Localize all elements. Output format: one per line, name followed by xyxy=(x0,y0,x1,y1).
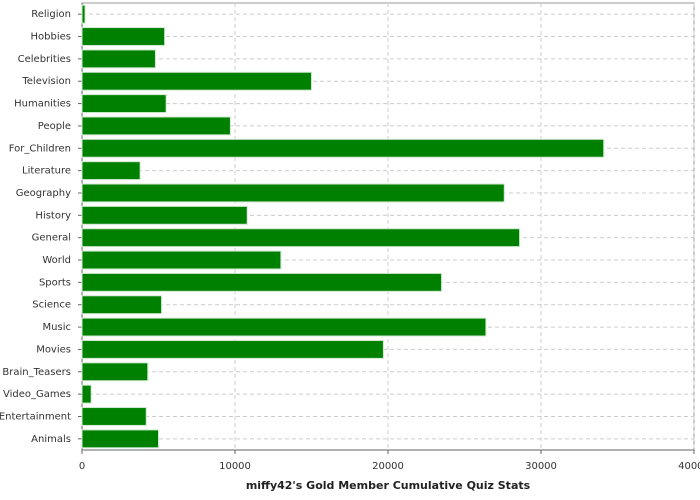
y-tick-label: Movies xyxy=(36,344,71,355)
bar xyxy=(81,4,86,24)
y-tick-label: Sports xyxy=(39,277,71,288)
y-tick-label: Television xyxy=(21,76,71,87)
y-tick-label: Literature xyxy=(22,166,71,177)
y-tick-label: World xyxy=(42,255,71,266)
x-tick-label: 30000 xyxy=(525,461,557,472)
chart-title: miffy42's Gold Member Cumulative Quiz St… xyxy=(246,479,531,492)
y-tick-label: Hobbies xyxy=(31,32,71,43)
x-tick-label: 10000 xyxy=(219,461,251,472)
bar xyxy=(81,250,282,270)
y-tick-label: Celebrities xyxy=(18,54,71,65)
bar xyxy=(81,205,248,225)
bar xyxy=(81,94,167,114)
bar xyxy=(81,116,231,136)
y-tick-label: History xyxy=(35,210,71,221)
bar xyxy=(81,27,166,46)
y-tick-label: Video_Games xyxy=(3,389,71,400)
y-tick-label: Music xyxy=(43,322,71,333)
y-tick-label: People xyxy=(38,121,71,132)
y-tick-label: For_Children xyxy=(9,143,71,154)
bar xyxy=(81,384,92,404)
y-tick-label: Humanities xyxy=(14,99,71,110)
x-tick-label: 20000 xyxy=(372,461,404,472)
y-tick-label: Science xyxy=(32,300,71,311)
bar xyxy=(81,407,147,426)
bar xyxy=(81,272,443,292)
y-tick-label: Entertainment xyxy=(0,411,71,422)
bar xyxy=(81,161,141,181)
bar xyxy=(81,317,487,337)
bar xyxy=(81,71,312,91)
bar xyxy=(81,429,159,449)
bar xyxy=(81,49,156,69)
bar xyxy=(81,183,505,203)
y-tick-label: Geography xyxy=(16,188,71,199)
bar xyxy=(81,295,163,315)
y-tick-label: General xyxy=(32,233,71,244)
y-tick-label: Brain_Teasers xyxy=(2,367,71,378)
bar xyxy=(81,339,384,359)
bar xyxy=(81,362,149,382)
bar xyxy=(81,228,521,248)
y-tick-label: Animals xyxy=(31,434,71,445)
y-tick-label: Religion xyxy=(31,9,71,20)
bar xyxy=(81,138,605,158)
x-tick-label: 0 xyxy=(79,461,85,472)
x-tick-label: 40000 xyxy=(678,461,700,472)
